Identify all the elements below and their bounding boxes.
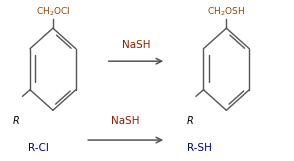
- Text: CH$_2$OCl: CH$_2$OCl: [36, 5, 70, 18]
- Text: NaSH: NaSH: [111, 116, 140, 126]
- Text: R: R: [13, 116, 19, 126]
- Text: CH$_2$OSH: CH$_2$OSH: [207, 5, 245, 18]
- Text: NaSH: NaSH: [122, 40, 150, 50]
- Text: R-Cl: R-Cl: [28, 143, 49, 153]
- Text: R: R: [186, 116, 193, 126]
- Text: R-SH: R-SH: [188, 143, 212, 153]
